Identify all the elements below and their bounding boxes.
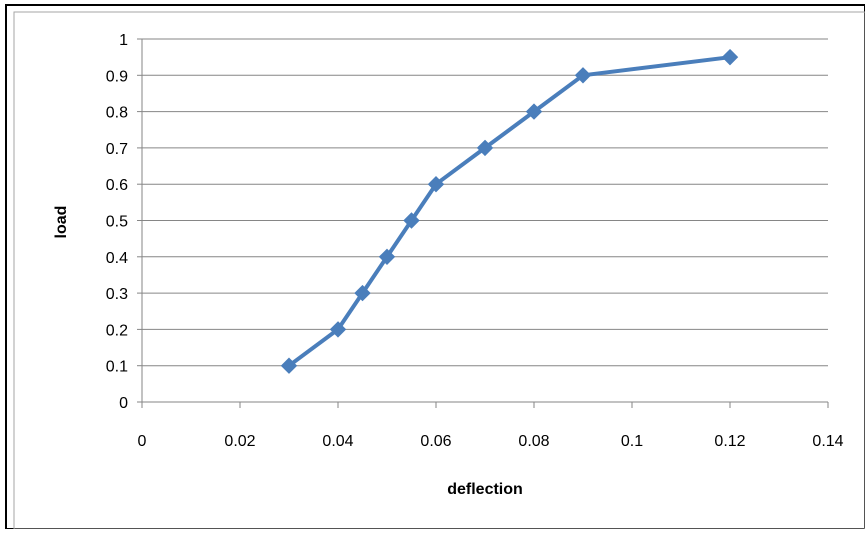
x-axis-title: deflection [447,481,523,498]
y-tick-label: 0.8 [106,105,128,122]
y-tick-label: 0.6 [106,177,128,194]
y-tick-label: 0.5 [106,214,128,231]
y-tick-label: 0.1 [106,359,128,376]
x-tick-label: 0.12 [714,433,745,450]
data-point-marker [403,212,420,229]
x-tick-labels: 0 0.02 0.04 0.06 0.08 0.1 0.12 0.14 [138,433,844,450]
y-tick-label: 0.3 [106,286,128,303]
series-layer [280,48,739,374]
y-tick-labels: 0 0.1 0.2 0.3 0.4 0.5 0.6 0.7 0.8 0.9 1 [106,32,128,412]
y-tick-label: 0.2 [106,322,128,339]
series-line [287,55,732,368]
data-point-marker [525,103,543,120]
x-tick-label: 0.14 [812,433,843,450]
chart-outer-border [5,4,865,530]
y-tick-label: 0 [119,395,128,412]
x-tick-label: 0.06 [420,433,451,450]
data-point-marker [476,139,494,157]
data-point-marker [574,67,592,84]
x-tick-label: 0.1 [621,433,643,450]
data-point-marker [721,48,739,66]
x-tick-label: 0.04 [322,433,353,450]
y-axis-title: load [53,206,70,239]
x-tick-label: 0 [138,433,147,450]
data-point-marker [378,248,396,266]
gridlines [142,38,828,367]
data-point-marker [354,284,371,302]
data-point-marker [427,175,445,193]
x-tick-label: 0.02 [224,433,255,450]
y-tick-label: 0.7 [106,141,128,158]
y-tick-label: 1 [119,32,128,49]
data-point-marker [280,357,298,374]
y-tick-label: 0.9 [106,68,128,85]
x-tick-label: 0.08 [518,433,549,450]
axes [137,38,829,408]
y-tick-label: 0.4 [106,250,128,267]
data-point-marker [329,321,347,338]
